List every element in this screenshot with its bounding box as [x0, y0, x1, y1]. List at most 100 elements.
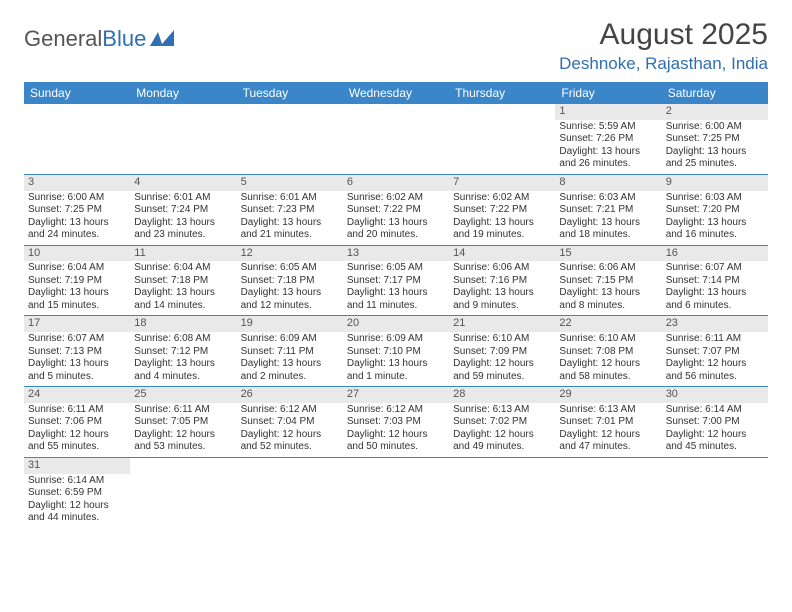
daylight-text: and 21 minutes. — [241, 229, 339, 242]
sunset-text: Sunset: 7:22 PM — [347, 204, 445, 217]
daylight-text: Daylight: 12 hours — [134, 429, 232, 442]
day-number: 6 — [343, 175, 449, 191]
calendar-day: 22Sunrise: 6:10 AMSunset: 7:08 PMDayligh… — [555, 316, 661, 386]
day-number: 9 — [662, 175, 768, 191]
daylight-text: and 2 minutes. — [241, 371, 339, 384]
dow-label: Tuesday — [237, 82, 343, 104]
sunset-text: Sunset: 7:12 PM — [134, 346, 232, 359]
day-number: 7 — [449, 175, 555, 191]
calendar-day: 25Sunrise: 6:11 AMSunset: 7:05 PMDayligh… — [130, 387, 236, 457]
daylight-text: and 45 minutes. — [666, 441, 764, 454]
daylight-text: Daylight: 13 hours — [134, 358, 232, 371]
sunset-text: Sunset: 7:07 PM — [666, 346, 764, 359]
sunrise-text: Sunrise: 6:09 AM — [347, 333, 445, 346]
daylight-text: and 53 minutes. — [134, 441, 232, 454]
daylight-text: and 11 minutes. — [347, 300, 445, 313]
sunset-text: Sunset: 7:14 PM — [666, 275, 764, 288]
sunrise-text: Sunrise: 6:11 AM — [28, 404, 126, 417]
header: GeneralBlue August 2025 Deshnoke, Rajast… — [24, 18, 768, 74]
daylight-text: Daylight: 13 hours — [666, 146, 764, 159]
daylight-text: Daylight: 13 hours — [453, 287, 551, 300]
day-number: 4 — [130, 175, 236, 191]
day-number: 11 — [130, 246, 236, 262]
calendar-day: 14Sunrise: 6:06 AMSunset: 7:16 PMDayligh… — [449, 246, 555, 316]
daylight-text: Daylight: 13 hours — [241, 217, 339, 230]
daylight-text: and 56 minutes. — [666, 371, 764, 384]
daylight-text: and 58 minutes. — [559, 371, 657, 384]
daylight-text: and 19 minutes. — [453, 229, 551, 242]
sunset-text: Sunset: 7:03 PM — [347, 416, 445, 429]
calendar-week: 17Sunrise: 6:07 AMSunset: 7:13 PMDayligh… — [24, 316, 768, 387]
daylight-text: and 12 minutes. — [241, 300, 339, 313]
sunset-text: Sunset: 7:11 PM — [241, 346, 339, 359]
sunrise-text: Sunrise: 6:02 AM — [347, 192, 445, 205]
calendar-day: 28Sunrise: 6:13 AMSunset: 7:02 PMDayligh… — [449, 387, 555, 457]
daylight-text: Daylight: 12 hours — [453, 358, 551, 371]
day-number: 12 — [237, 246, 343, 262]
title-block: August 2025 Deshnoke, Rajasthan, India — [559, 18, 768, 74]
day-number: 24 — [24, 387, 130, 403]
sunset-text: Sunset: 7:15 PM — [559, 275, 657, 288]
sunset-text: Sunset: 7:06 PM — [28, 416, 126, 429]
sunset-text: Sunset: 6:59 PM — [28, 487, 126, 500]
sunrise-text: Sunrise: 6:04 AM — [28, 262, 126, 275]
daylight-text: Daylight: 13 hours — [347, 287, 445, 300]
day-number: 5 — [237, 175, 343, 191]
sunset-text: Sunset: 7:05 PM — [134, 416, 232, 429]
sunrise-text: Sunrise: 6:08 AM — [134, 333, 232, 346]
day-number: 18 — [130, 316, 236, 332]
sunset-text: Sunset: 7:18 PM — [134, 275, 232, 288]
sunset-text: Sunset: 7:08 PM — [559, 346, 657, 359]
dow-label: Saturday — [662, 82, 768, 104]
sunset-text: Sunset: 7:02 PM — [453, 416, 551, 429]
sunset-text: Sunset: 7:25 PM — [666, 133, 764, 146]
calendar-day: 6Sunrise: 6:02 AMSunset: 7:22 PMDaylight… — [343, 175, 449, 245]
daylight-text: and 9 minutes. — [453, 300, 551, 313]
calendar-day: 18Sunrise: 6:08 AMSunset: 7:12 PMDayligh… — [130, 316, 236, 386]
sunrise-text: Sunrise: 6:02 AM — [453, 192, 551, 205]
page-title: August 2025 — [559, 18, 768, 52]
day-number: 2 — [662, 104, 768, 120]
daylight-text: Daylight: 13 hours — [666, 287, 764, 300]
calendar-day: 9Sunrise: 6:03 AMSunset: 7:20 PMDaylight… — [662, 175, 768, 245]
calendar-day: 12Sunrise: 6:05 AMSunset: 7:18 PMDayligh… — [237, 246, 343, 316]
calendar-day: 31Sunrise: 6:14 AMSunset: 6:59 PMDayligh… — [24, 458, 130, 528]
daylight-text: Daylight: 12 hours — [453, 429, 551, 442]
day-number: 23 — [662, 316, 768, 332]
sunrise-text: Sunrise: 5:59 AM — [559, 121, 657, 134]
day-number: 1 — [555, 104, 661, 120]
daylight-text: and 23 minutes. — [134, 229, 232, 242]
calendar-day: 26Sunrise: 6:12 AMSunset: 7:04 PMDayligh… — [237, 387, 343, 457]
sunrise-text: Sunrise: 6:07 AM — [666, 262, 764, 275]
calendar-day-empty — [449, 104, 555, 174]
calendar-day: 8Sunrise: 6:03 AMSunset: 7:21 PMDaylight… — [555, 175, 661, 245]
daylight-text: Daylight: 13 hours — [347, 358, 445, 371]
sunrise-text: Sunrise: 6:09 AM — [241, 333, 339, 346]
day-number: 19 — [237, 316, 343, 332]
calendar-day: 19Sunrise: 6:09 AMSunset: 7:11 PMDayligh… — [237, 316, 343, 386]
sunrise-text: Sunrise: 6:00 AM — [666, 121, 764, 134]
daylight-text: and 59 minutes. — [453, 371, 551, 384]
daylight-text: Daylight: 13 hours — [241, 358, 339, 371]
calendar-day-empty — [237, 104, 343, 174]
sunset-text: Sunset: 7:09 PM — [453, 346, 551, 359]
daylight-text: Daylight: 12 hours — [559, 429, 657, 442]
daylight-text: Daylight: 13 hours — [134, 217, 232, 230]
calendar-day-empty — [555, 458, 661, 528]
sunrise-text: Sunrise: 6:06 AM — [453, 262, 551, 275]
calendar-day-empty — [449, 458, 555, 528]
day-number: 15 — [555, 246, 661, 262]
daylight-text: and 18 minutes. — [559, 229, 657, 242]
day-number: 8 — [555, 175, 661, 191]
calendar-day: 23Sunrise: 6:11 AMSunset: 7:07 PMDayligh… — [662, 316, 768, 386]
sunset-text: Sunset: 7:24 PM — [134, 204, 232, 217]
calendar-day: 2Sunrise: 6:00 AMSunset: 7:25 PMDaylight… — [662, 104, 768, 174]
calendar-week: 1Sunrise: 5:59 AMSunset: 7:26 PMDaylight… — [24, 104, 768, 175]
calendar-day: 30Sunrise: 6:14 AMSunset: 7:00 PMDayligh… — [662, 387, 768, 457]
daylight-text: and 5 minutes. — [28, 371, 126, 384]
calendar-week: 24Sunrise: 6:11 AMSunset: 7:06 PM Dayligh… — [24, 387, 768, 458]
daylight-text: Daylight: 12 hours — [241, 429, 339, 442]
sunrise-text: Sunrise: 6:10 AM — [453, 333, 551, 346]
daylight-text: Daylight: 12 hours — [559, 358, 657, 371]
sunrise-text: Sunrise: 6:11 AM — [666, 333, 764, 346]
